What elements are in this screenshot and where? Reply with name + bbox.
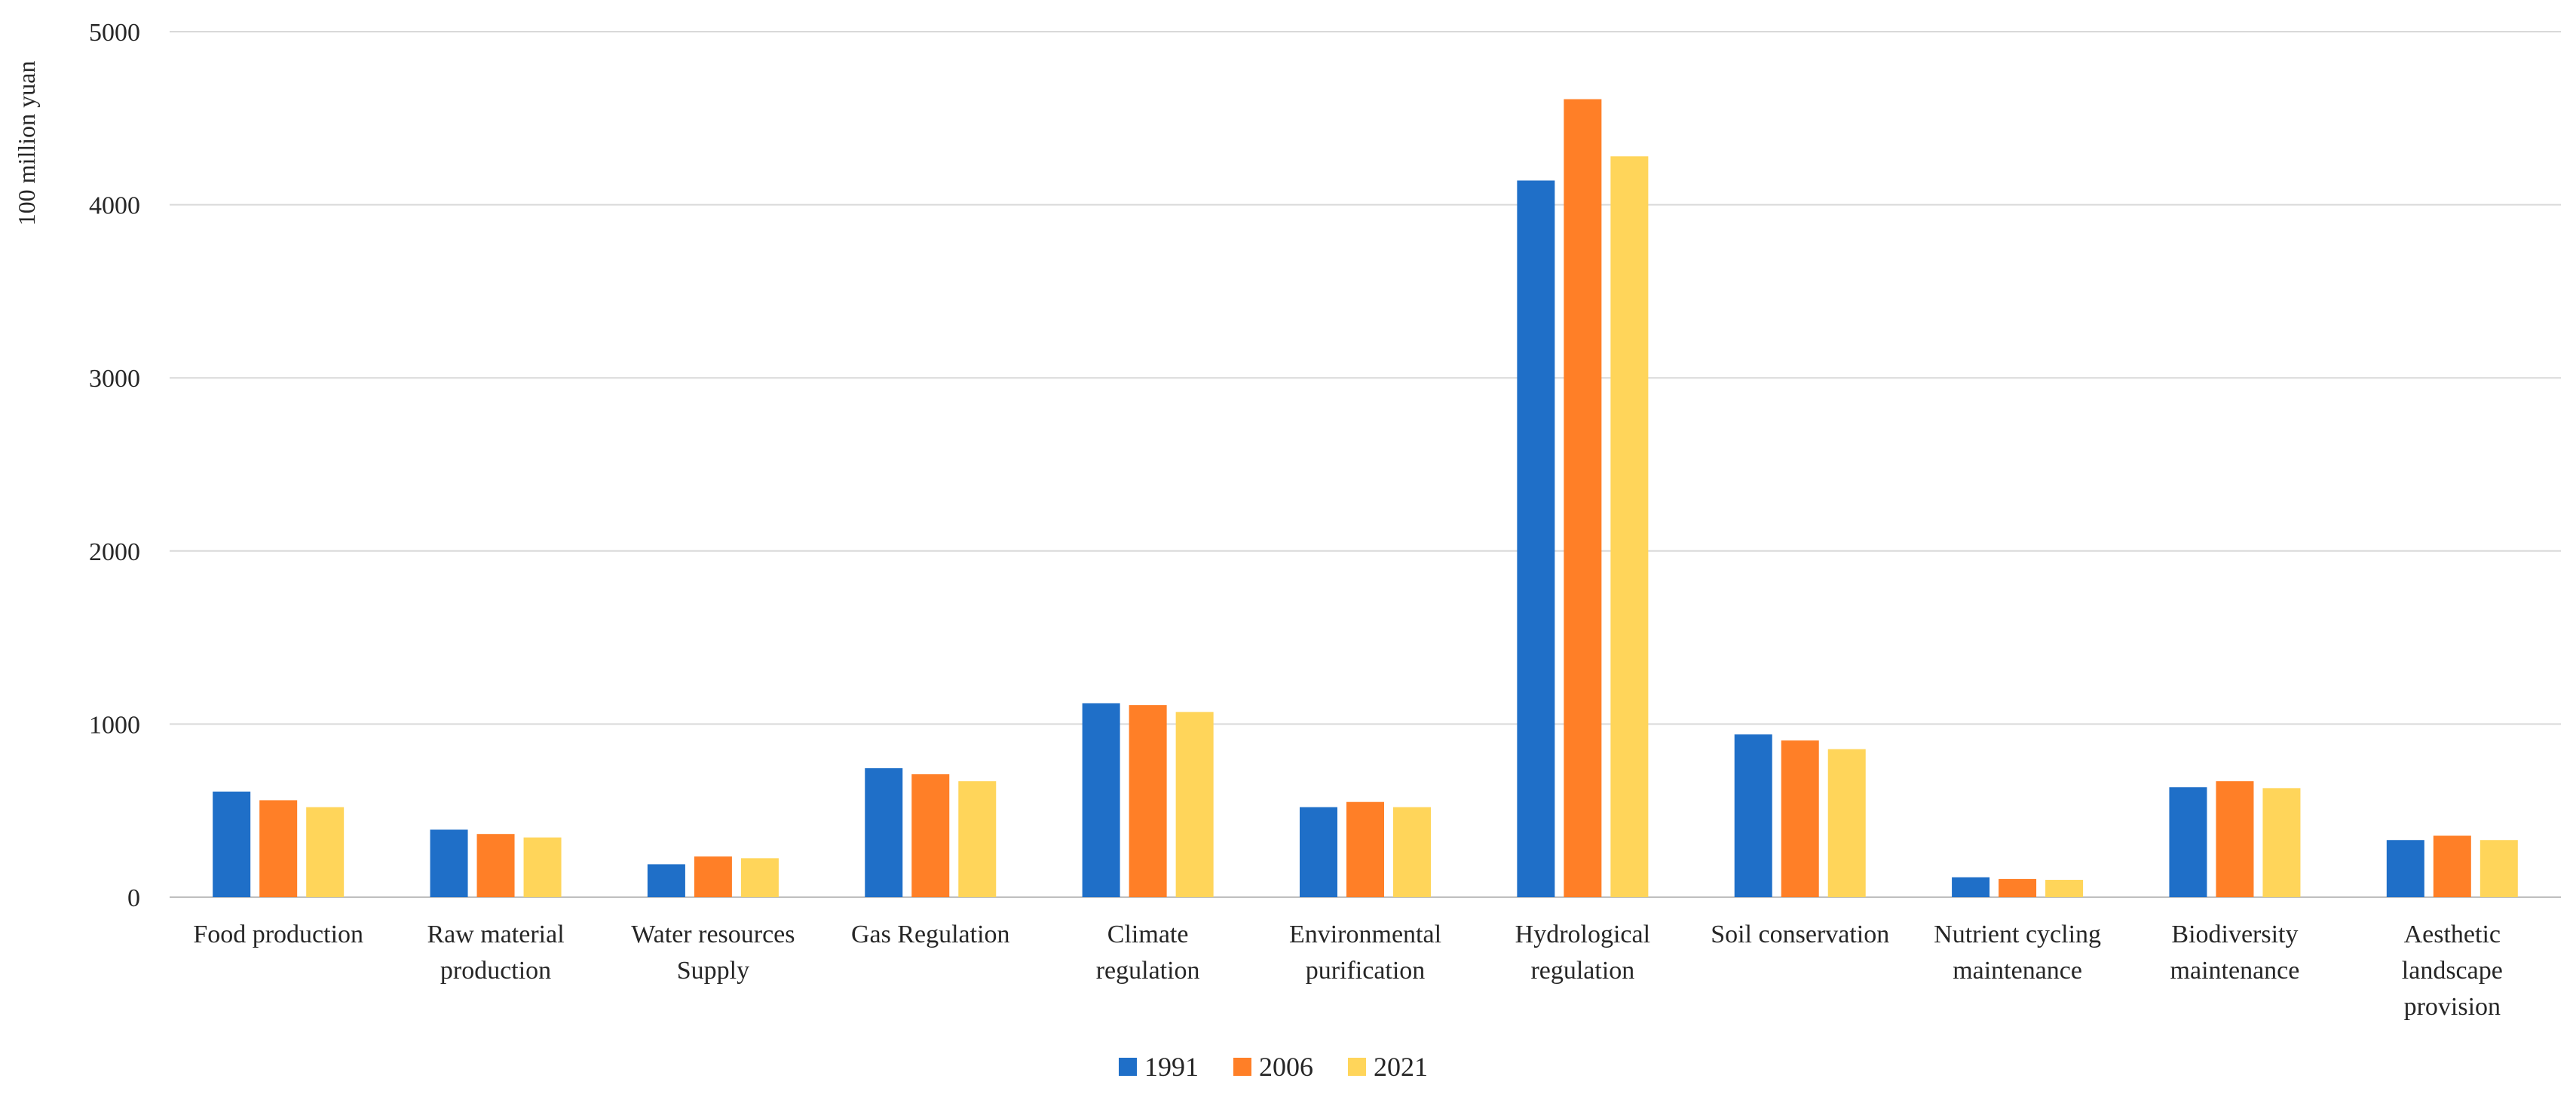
legend-swatch-1991 bbox=[1119, 1058, 1137, 1076]
legend-swatch-2006 bbox=[1233, 1058, 1251, 1076]
bar-2006-3 bbox=[911, 774, 950, 897]
y-axis-title: 100 million yuan bbox=[13, 61, 40, 226]
y-tick-label: 3000 bbox=[89, 365, 140, 393]
bar-1991-1 bbox=[430, 829, 468, 897]
bar-2006-9 bbox=[2216, 781, 2254, 897]
bar-2006-10 bbox=[2433, 835, 2471, 897]
bar-2006-6 bbox=[1564, 99, 1602, 898]
x-axis-category-labels: Food production Raw material production Wat… bbox=[193, 921, 2503, 1021]
grid-lines bbox=[170, 31, 2561, 898]
legend-label-2021: 2021 bbox=[1374, 1052, 1428, 1082]
bar-2006-1 bbox=[476, 834, 515, 897]
x-category-label: Soil conservation bbox=[1711, 921, 1889, 948]
bar-2021-6 bbox=[1610, 156, 1649, 897]
bar-2021-4 bbox=[1175, 712, 1214, 897]
bar-2021-3 bbox=[958, 781, 997, 897]
x-category-label: Gas Regulation bbox=[851, 921, 1010, 948]
bar-2006-0 bbox=[259, 800, 298, 897]
bar-2021-10 bbox=[2480, 840, 2518, 897]
y-tick-label: 0 bbox=[127, 884, 140, 912]
x-category-label: Climate regulation bbox=[1096, 921, 1200, 985]
bar-1991-7 bbox=[1734, 734, 1772, 897]
x-category-label: Food production bbox=[193, 921, 363, 948]
legend: 1991 2006 2021 bbox=[1119, 1052, 1428, 1082]
bars bbox=[213, 99, 2518, 898]
bar-2006-7 bbox=[1781, 740, 1819, 897]
y-tick-label: 5000 bbox=[89, 19, 140, 47]
x-category-label: Environmental purification bbox=[1289, 921, 1441, 985]
bar-2006-2 bbox=[694, 856, 732, 897]
legend-swatch-2021 bbox=[1348, 1058, 1366, 1076]
bar-1991-3 bbox=[865, 767, 903, 897]
bar-1991-5 bbox=[1300, 807, 1337, 897]
bar-2021-7 bbox=[1827, 749, 1866, 897]
y-tick-label: 2000 bbox=[89, 538, 140, 566]
bar-2021-0 bbox=[306, 807, 345, 897]
legend-label-2006: 2006 bbox=[1259, 1052, 1313, 1082]
x-category-label: Raw material production bbox=[427, 921, 564, 985]
x-category-label: Nutrient cycling maintenance bbox=[1934, 921, 2101, 985]
legend-label-1991: 1991 bbox=[1144, 1052, 1199, 1082]
bar-2021-8 bbox=[2045, 880, 2084, 897]
bar-2006-4 bbox=[1129, 705, 1167, 897]
bar-1991-8 bbox=[1952, 877, 1990, 897]
bar-2021-9 bbox=[2262, 788, 2301, 897]
bar-1991-4 bbox=[1082, 703, 1120, 897]
bar-1991-10 bbox=[2386, 840, 2424, 897]
x-category-label: Aesthetic landscape provision bbox=[2402, 921, 2503, 1021]
bar-1991-6 bbox=[1517, 180, 1555, 897]
bar-2006-8 bbox=[1999, 878, 2037, 897]
bar-1991-9 bbox=[2169, 787, 2207, 897]
y-tick-label: 1000 bbox=[89, 711, 140, 739]
x-category-label: Hydrological regulation bbox=[1515, 921, 1650, 985]
bar-2006-5 bbox=[1346, 801, 1384, 897]
x-category-label: Biodiversity maintenance bbox=[2170, 921, 2300, 985]
bar-1991-0 bbox=[213, 791, 251, 897]
y-axis-ticks: 0 1000 2000 3000 4000 5000 bbox=[89, 19, 140, 912]
bar-2021-1 bbox=[523, 837, 562, 897]
bar-1991-2 bbox=[647, 864, 685, 897]
y-tick-label: 4000 bbox=[89, 192, 140, 220]
bar-2021-2 bbox=[740, 858, 779, 897]
x-category-label: Water resources Supply bbox=[631, 921, 795, 985]
bar-2021-5 bbox=[1393, 807, 1431, 897]
